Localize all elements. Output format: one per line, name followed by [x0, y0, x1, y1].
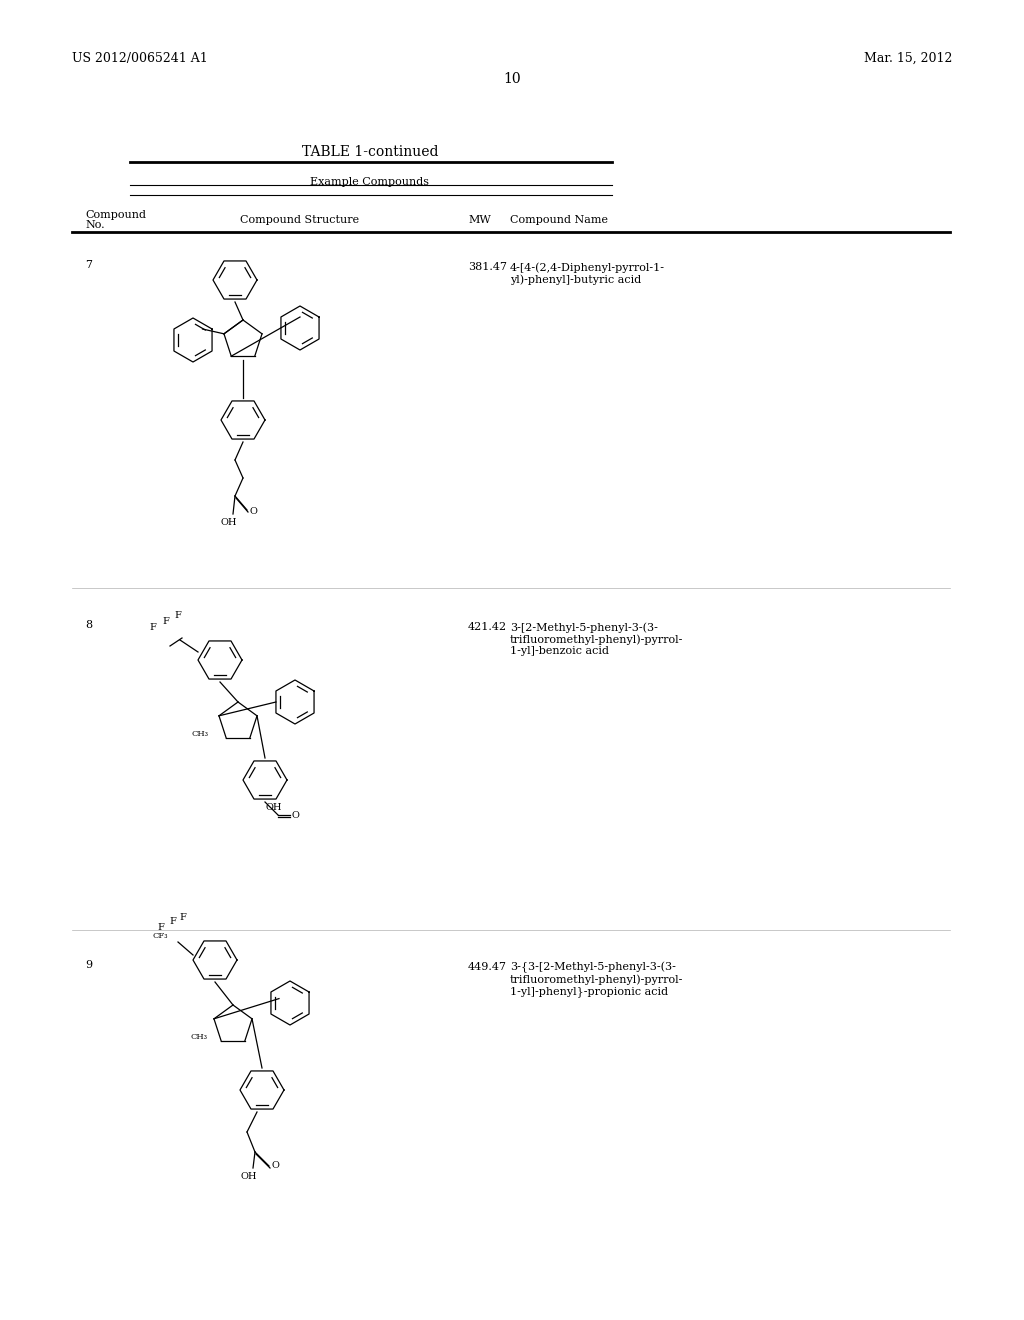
Text: US 2012/0065241 A1: US 2012/0065241 A1 [72, 51, 208, 65]
Text: trifluoromethyl-phenyl)-pyrrol-: trifluoromethyl-phenyl)-pyrrol- [510, 974, 683, 985]
Text: O: O [292, 810, 300, 820]
Text: F: F [158, 923, 165, 932]
Text: O: O [249, 507, 257, 516]
Text: 381.47: 381.47 [468, 261, 507, 272]
Text: TABLE 1-continued: TABLE 1-continued [302, 145, 438, 158]
Text: Mar. 15, 2012: Mar. 15, 2012 [863, 51, 952, 65]
Text: OH: OH [241, 1172, 257, 1181]
Text: F: F [150, 623, 157, 632]
Text: MW: MW [468, 215, 490, 224]
Text: F: F [163, 616, 169, 626]
Text: 1-yl]-benzoic acid: 1-yl]-benzoic acid [510, 645, 609, 656]
Text: 1-yl]-phenyl}-propionic acid: 1-yl]-phenyl}-propionic acid [510, 986, 668, 997]
Text: 10: 10 [503, 73, 521, 86]
Text: 9: 9 [85, 960, 92, 970]
Text: CH₃: CH₃ [191, 730, 208, 738]
Text: 8: 8 [85, 620, 92, 630]
Text: Compound Name: Compound Name [510, 215, 608, 224]
Text: yl)-phenyl]-butyric acid: yl)-phenyl]-butyric acid [510, 275, 641, 285]
Text: 4-[4-(2,4-Diphenyl-pyrrol-1-: 4-[4-(2,4-Diphenyl-pyrrol-1- [510, 261, 665, 272]
Text: Compound: Compound [85, 210, 146, 220]
Text: trifluoromethyl-phenyl)-pyrrol-: trifluoromethyl-phenyl)-pyrrol- [510, 634, 683, 644]
Text: F: F [179, 913, 186, 921]
Text: 449.47: 449.47 [468, 962, 507, 972]
Text: F: F [174, 611, 181, 620]
Text: 3-[2-Methyl-5-phenyl-3-(3-: 3-[2-Methyl-5-phenyl-3-(3- [510, 622, 657, 632]
Text: CF₃: CF₃ [153, 932, 168, 940]
Text: 3-{3-[2-Methyl-5-phenyl-3-(3-: 3-{3-[2-Methyl-5-phenyl-3-(3- [510, 962, 676, 973]
Text: Compound Structure: Compound Structure [240, 215, 359, 224]
Text: 7: 7 [85, 260, 92, 271]
Text: 421.42: 421.42 [468, 622, 507, 632]
Text: F: F [170, 917, 176, 927]
Text: CH₃: CH₃ [190, 1034, 207, 1041]
Text: OH: OH [266, 803, 283, 812]
Text: OH: OH [221, 517, 238, 527]
Text: O: O [271, 1162, 279, 1171]
Text: Example Compounds: Example Compounds [310, 177, 429, 187]
Text: No.: No. [85, 220, 104, 230]
